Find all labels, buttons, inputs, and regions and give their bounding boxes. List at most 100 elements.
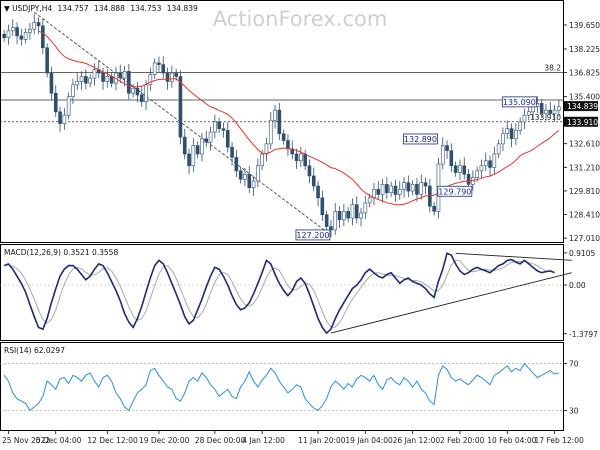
- date-tick-label: 26 Jan 12:00: [393, 436, 441, 445]
- price-annotation-label: 132.890: [404, 135, 437, 144]
- price-annotation-box: [295, 229, 331, 241]
- candle-body: [225, 130, 230, 148]
- hline-label-0: 38.2: [544, 64, 561, 73]
- candle-body: [6, 30, 11, 38]
- candle-body: [518, 121, 522, 131]
- candle-body: [66, 96, 71, 116]
- candle-body: [139, 94, 144, 103]
- candle-body: [354, 204, 359, 219]
- price-annotation-box: [501, 96, 537, 108]
- macd-tick-label: 0.00: [569, 281, 586, 290]
- candle-body: [453, 165, 458, 173]
- symbol-header: ▼ USDJPY,H4 134.757 134.888 134.753 134.…: [4, 4, 198, 13]
- candle-body: [410, 184, 415, 192]
- candle-body: [544, 109, 548, 114]
- candle-body: [170, 72, 174, 82]
- candle-body: [406, 182, 411, 192]
- price-tick-label: 129.810: [569, 187, 600, 196]
- candle-body: [101, 72, 105, 82]
- symbol-header-glyph: ▼: [4, 4, 12, 13]
- candle-body: [41, 25, 45, 49]
- candle-body: [380, 184, 385, 195]
- candle-body: [157, 62, 161, 65]
- candle-body: [75, 81, 80, 86]
- price-tag-box: [564, 116, 598, 127]
- macd-main-line: [3, 252, 555, 335]
- candle-body: [509, 128, 514, 140]
- candle-body: [32, 22, 37, 30]
- candle-body: [213, 121, 217, 133]
- candle-body: [458, 165, 462, 173]
- candle-body: [419, 182, 424, 195]
- candle-body: [191, 145, 196, 167]
- candle-body: [2, 33, 6, 38]
- candle-body: [15, 27, 19, 37]
- candle-body: [311, 175, 316, 187]
- candle-body: [307, 165, 312, 177]
- candle-body: [492, 153, 497, 168]
- candle-body: [393, 185, 398, 195]
- candle-body: [359, 212, 363, 219]
- ohlc-high: 134.888: [94, 4, 125, 13]
- candle-body: [440, 145, 445, 165]
- price-tag-label: 134.839: [567, 102, 598, 111]
- candle-body: [88, 77, 92, 84]
- candle-body: [273, 109, 277, 121]
- candle-body: [320, 197, 325, 216]
- rsi-layer: [0, 362, 563, 412]
- candle-body: [277, 109, 282, 135]
- candle-body: [256, 165, 260, 182]
- candle-body: [303, 153, 307, 167]
- candle-body: [36, 22, 41, 27]
- candle-body: [251, 180, 256, 189]
- candle-body: [221, 128, 226, 131]
- candle-body: [346, 211, 350, 219]
- candle-body: [195, 145, 200, 155]
- candle-body: [415, 184, 419, 195]
- candle-body: [522, 114, 527, 123]
- candle-body: [165, 72, 170, 82]
- macd-trendline: [330, 272, 572, 334]
- date-tick-label: 25 Nov 2022: [2, 436, 50, 445]
- candle-body: [174, 72, 178, 77]
- candle-body: [337, 211, 342, 221]
- candle-body: [281, 133, 286, 141]
- candle-body: [531, 106, 535, 113]
- downtrend-line: [34, 11, 332, 236]
- date-tick-label: 5 Dec 04:00: [36, 436, 82, 445]
- sma-line: [38, 30, 560, 206]
- ohlc-close: 134.839: [167, 4, 198, 13]
- candle-body: [268, 119, 273, 145]
- macd-layer: [0, 252, 572, 335]
- candle-body: [122, 71, 127, 79]
- candle-body: [286, 140, 290, 150]
- candle-body: [462, 165, 467, 175]
- price-tick-label: 139.650: [569, 21, 600, 30]
- axis-layer: 139.650 138.225 136.825 135.400 132.610 131.2…: [2, 21, 600, 445]
- price-tag-box: [564, 101, 598, 112]
- price-tick-label: 131.210: [569, 163, 600, 172]
- candle-body: [397, 189, 402, 195]
- candle-body: [45, 47, 49, 74]
- candle-body: [152, 62, 157, 76]
- candle-body: [135, 87, 140, 96]
- candle-body: [432, 205, 436, 212]
- candle-body: [243, 173, 247, 180]
- candle-body: [372, 189, 376, 199]
- candle-body: [557, 106, 561, 111]
- candle-body: [376, 189, 381, 195]
- candle-body: [131, 87, 135, 94]
- price-tick-label: 132.610: [569, 140, 600, 149]
- price-annotation-box: [403, 133, 438, 145]
- price-annotation-label: 127.200: [296, 231, 329, 240]
- candle-body: [385, 184, 389, 194]
- watermark: ActionForex.com: [213, 7, 388, 31]
- candle-body: [350, 204, 355, 219]
- macd-tick-label: 0.9105: [569, 249, 595, 258]
- price-tick-label: 138.225: [569, 45, 600, 54]
- candle-body: [389, 185, 393, 194]
- candle-body: [324, 214, 329, 227]
- candle-body: [514, 130, 518, 140]
- candle-body: [505, 128, 510, 135]
